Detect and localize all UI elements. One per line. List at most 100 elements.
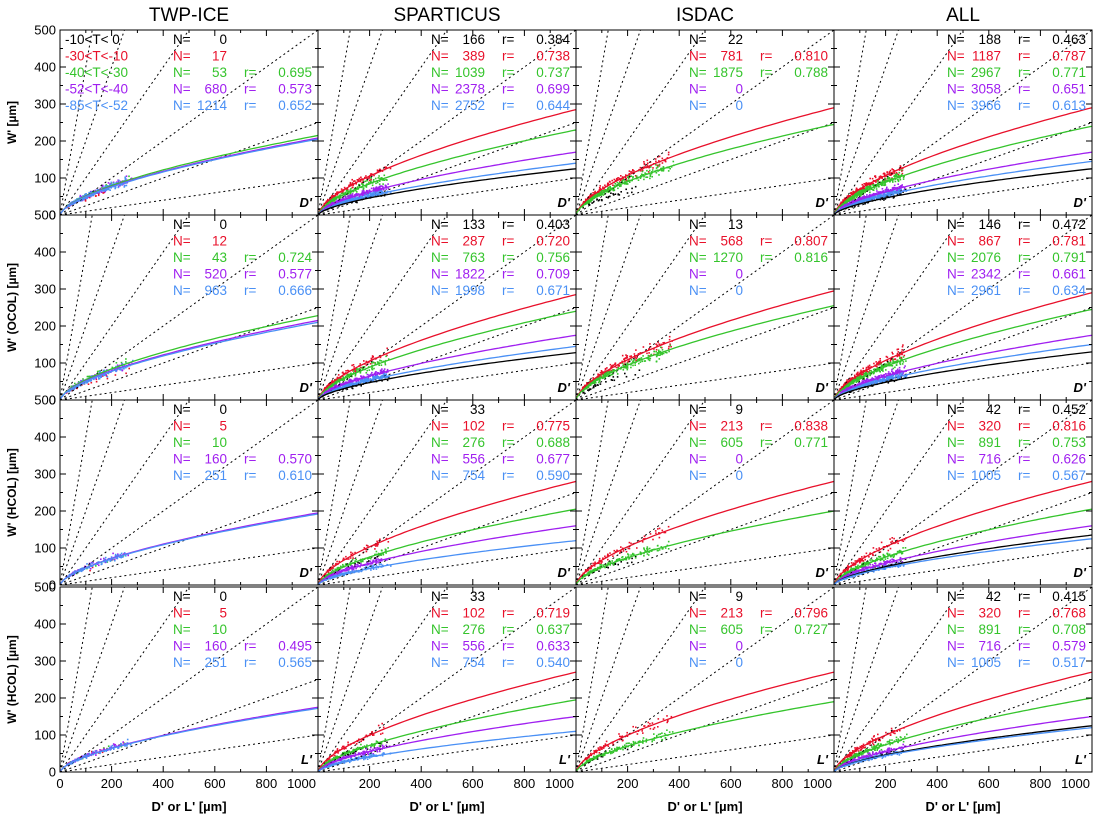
scatter-point	[894, 180, 897, 183]
scatter-point	[594, 190, 596, 193]
scatter-point	[366, 179, 368, 182]
y-tick-label: 500	[34, 208, 56, 223]
scatter-point	[612, 376, 615, 378]
scatter-point	[897, 173, 900, 176]
scatter-point	[383, 373, 385, 376]
scatter-point	[873, 184, 875, 186]
legend-entry: -85<T<-52	[65, 98, 128, 113]
scatter-point	[628, 176, 630, 179]
scatter-point	[339, 198, 342, 201]
scatter-point	[99, 375, 102, 378]
scatter-point	[337, 191, 340, 193]
reference-line	[60, 307, 318, 400]
scatter-point	[593, 195, 595, 197]
scatter-point	[92, 194, 95, 196]
scatter-point	[389, 167, 392, 170]
scatter-point	[865, 187, 867, 189]
scatter-point	[866, 186, 868, 188]
scatter-point	[381, 191, 384, 193]
scatter-point	[373, 377, 375, 379]
scatter-point	[366, 177, 368, 180]
scatter-point	[384, 374, 386, 376]
stat-n-value: 133	[462, 217, 485, 232]
scatter-point	[625, 354, 627, 356]
scatter-point	[637, 358, 640, 360]
scatter-point	[352, 382, 354, 385]
scatter-point	[850, 191, 853, 194]
stat-r-value: 0.771	[1052, 65, 1086, 80]
scatter-point	[84, 198, 87, 201]
scatter-point	[357, 381, 359, 383]
scatter-point	[869, 199, 871, 202]
scatter-point	[894, 175, 897, 178]
scatter-point	[619, 181, 621, 183]
scatter-point	[115, 182, 117, 184]
scatter-point	[860, 189, 863, 192]
scatter-point	[616, 376, 619, 378]
scatter-point	[124, 184, 126, 187]
scatter-point	[386, 379, 389, 382]
scatter-point	[655, 172, 658, 174]
scatter-point	[334, 385, 337, 388]
scatter-point	[637, 179, 640, 181]
scatter-point	[347, 370, 350, 372]
scatter-point	[649, 343, 651, 345]
scatter-point	[363, 378, 366, 380]
scatter-point	[622, 369, 625, 371]
scatter-point	[630, 355, 632, 357]
scatter-point	[346, 189, 349, 192]
scatter-point	[338, 205, 340, 207]
scatter-point	[655, 348, 658, 351]
stat-r-value: 0.810	[794, 49, 828, 64]
scatter-point	[379, 180, 381, 182]
scatter-point	[582, 386, 585, 388]
scatter-point	[355, 193, 357, 195]
scatter-point	[372, 375, 375, 377]
scatter-point	[623, 358, 625, 360]
reference-line	[834, 30, 867, 215]
scatter-point	[892, 177, 894, 180]
scatter-point	[864, 183, 867, 185]
scatter-point	[336, 387, 338, 390]
scatter-point	[605, 196, 608, 198]
stat-n-prefix: N=	[431, 98, 449, 113]
scatter-point	[361, 367, 363, 369]
fit-curve	[60, 138, 318, 214]
scatter-point	[368, 374, 370, 376]
scatter-point	[643, 161, 645, 163]
scatter-point	[869, 186, 871, 189]
scatter-point	[101, 185, 104, 188]
scatter-point	[343, 200, 346, 202]
scatter-point	[357, 179, 360, 181]
scatter-point	[639, 352, 642, 354]
scatter-point	[333, 196, 336, 198]
scatter-point	[358, 195, 361, 198]
scatter-point	[357, 193, 359, 195]
scatter-point	[651, 169, 654, 171]
scatter-point	[370, 173, 373, 175]
scatter-point	[845, 202, 848, 204]
scatter-point	[871, 193, 874, 196]
scatter-point	[355, 371, 357, 373]
scatter-point	[612, 364, 614, 366]
panel-variable-label: D'	[300, 380, 313, 395]
scatter-point	[872, 195, 874, 198]
scatter-point	[376, 361, 379, 363]
scatter-point	[635, 359, 637, 362]
scatter-point	[899, 192, 901, 195]
reference-line	[318, 215, 383, 400]
scatter-point	[897, 192, 900, 194]
scatter-point	[863, 195, 865, 197]
scatter-point	[107, 182, 110, 184]
scatter-point	[349, 183, 352, 185]
scatter-point	[893, 172, 895, 175]
scatter-point	[344, 381, 347, 384]
scatter-point	[367, 379, 369, 381]
scatter-point	[611, 365, 613, 367]
scatter-point	[609, 189, 612, 191]
scatter-point	[884, 175, 886, 178]
scatter-point	[902, 176, 905, 179]
scatter-point	[670, 166, 673, 168]
scatter-point	[338, 387, 340, 389]
scatter-point	[347, 199, 350, 202]
